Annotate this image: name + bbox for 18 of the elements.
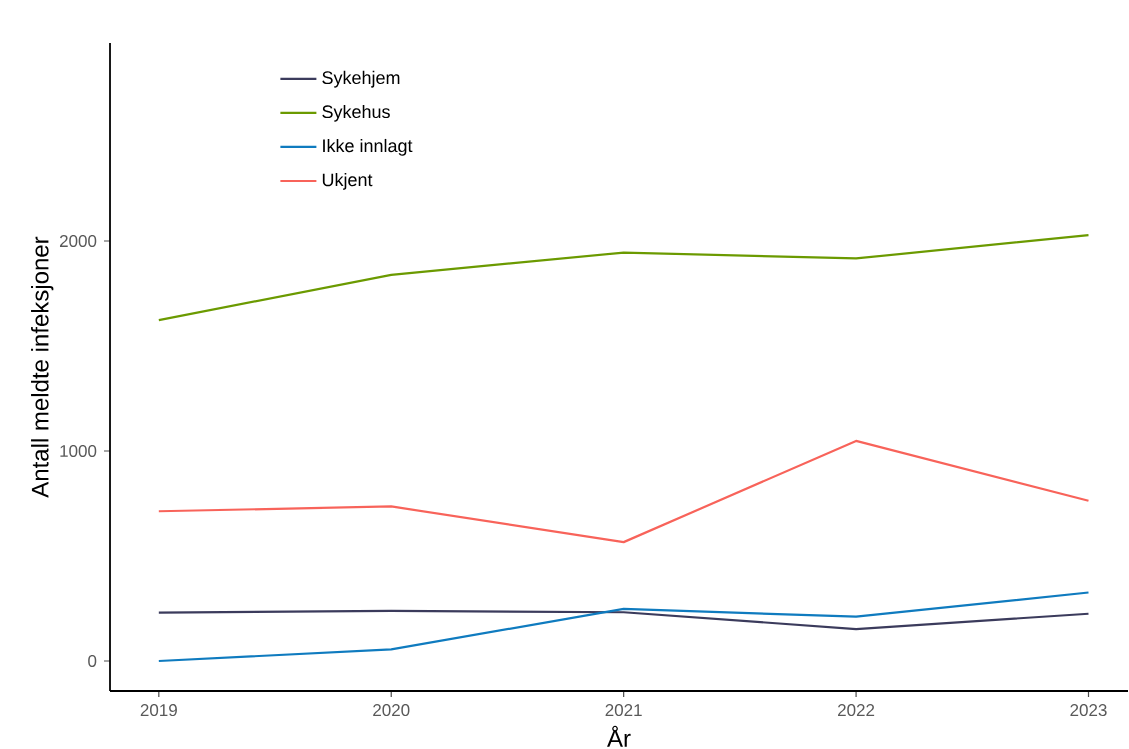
x-tick-label: 2023 bbox=[1070, 704, 1107, 717]
legend-label: Ikke innlagt bbox=[323, 138, 413, 156]
legend-label: Ukjent bbox=[322, 172, 373, 190]
line-series bbox=[157, 234, 1090, 322]
line-series bbox=[157, 439, 1090, 544]
y-tick-label: 2000 bbox=[59, 235, 97, 248]
legend-label: Sykehus bbox=[322, 104, 390, 122]
x-tick-label: 2022 bbox=[838, 704, 875, 717]
x-tick-label: 2019 bbox=[140, 704, 177, 717]
line-series bbox=[157, 609, 1090, 631]
line-series bbox=[157, 591, 1090, 663]
x-tick-label: 2021 bbox=[605, 704, 642, 717]
y-tick-label: 0 bbox=[88, 654, 97, 667]
legend-label: Sykehjem bbox=[322, 70, 400, 88]
y-tick-label: 1000 bbox=[60, 445, 97, 458]
y-axis-title: Antall meldte infeksjoner bbox=[31, 236, 54, 498]
x-tick-label: 2020 bbox=[373, 704, 410, 717]
x-axis-title: År bbox=[607, 725, 631, 747]
